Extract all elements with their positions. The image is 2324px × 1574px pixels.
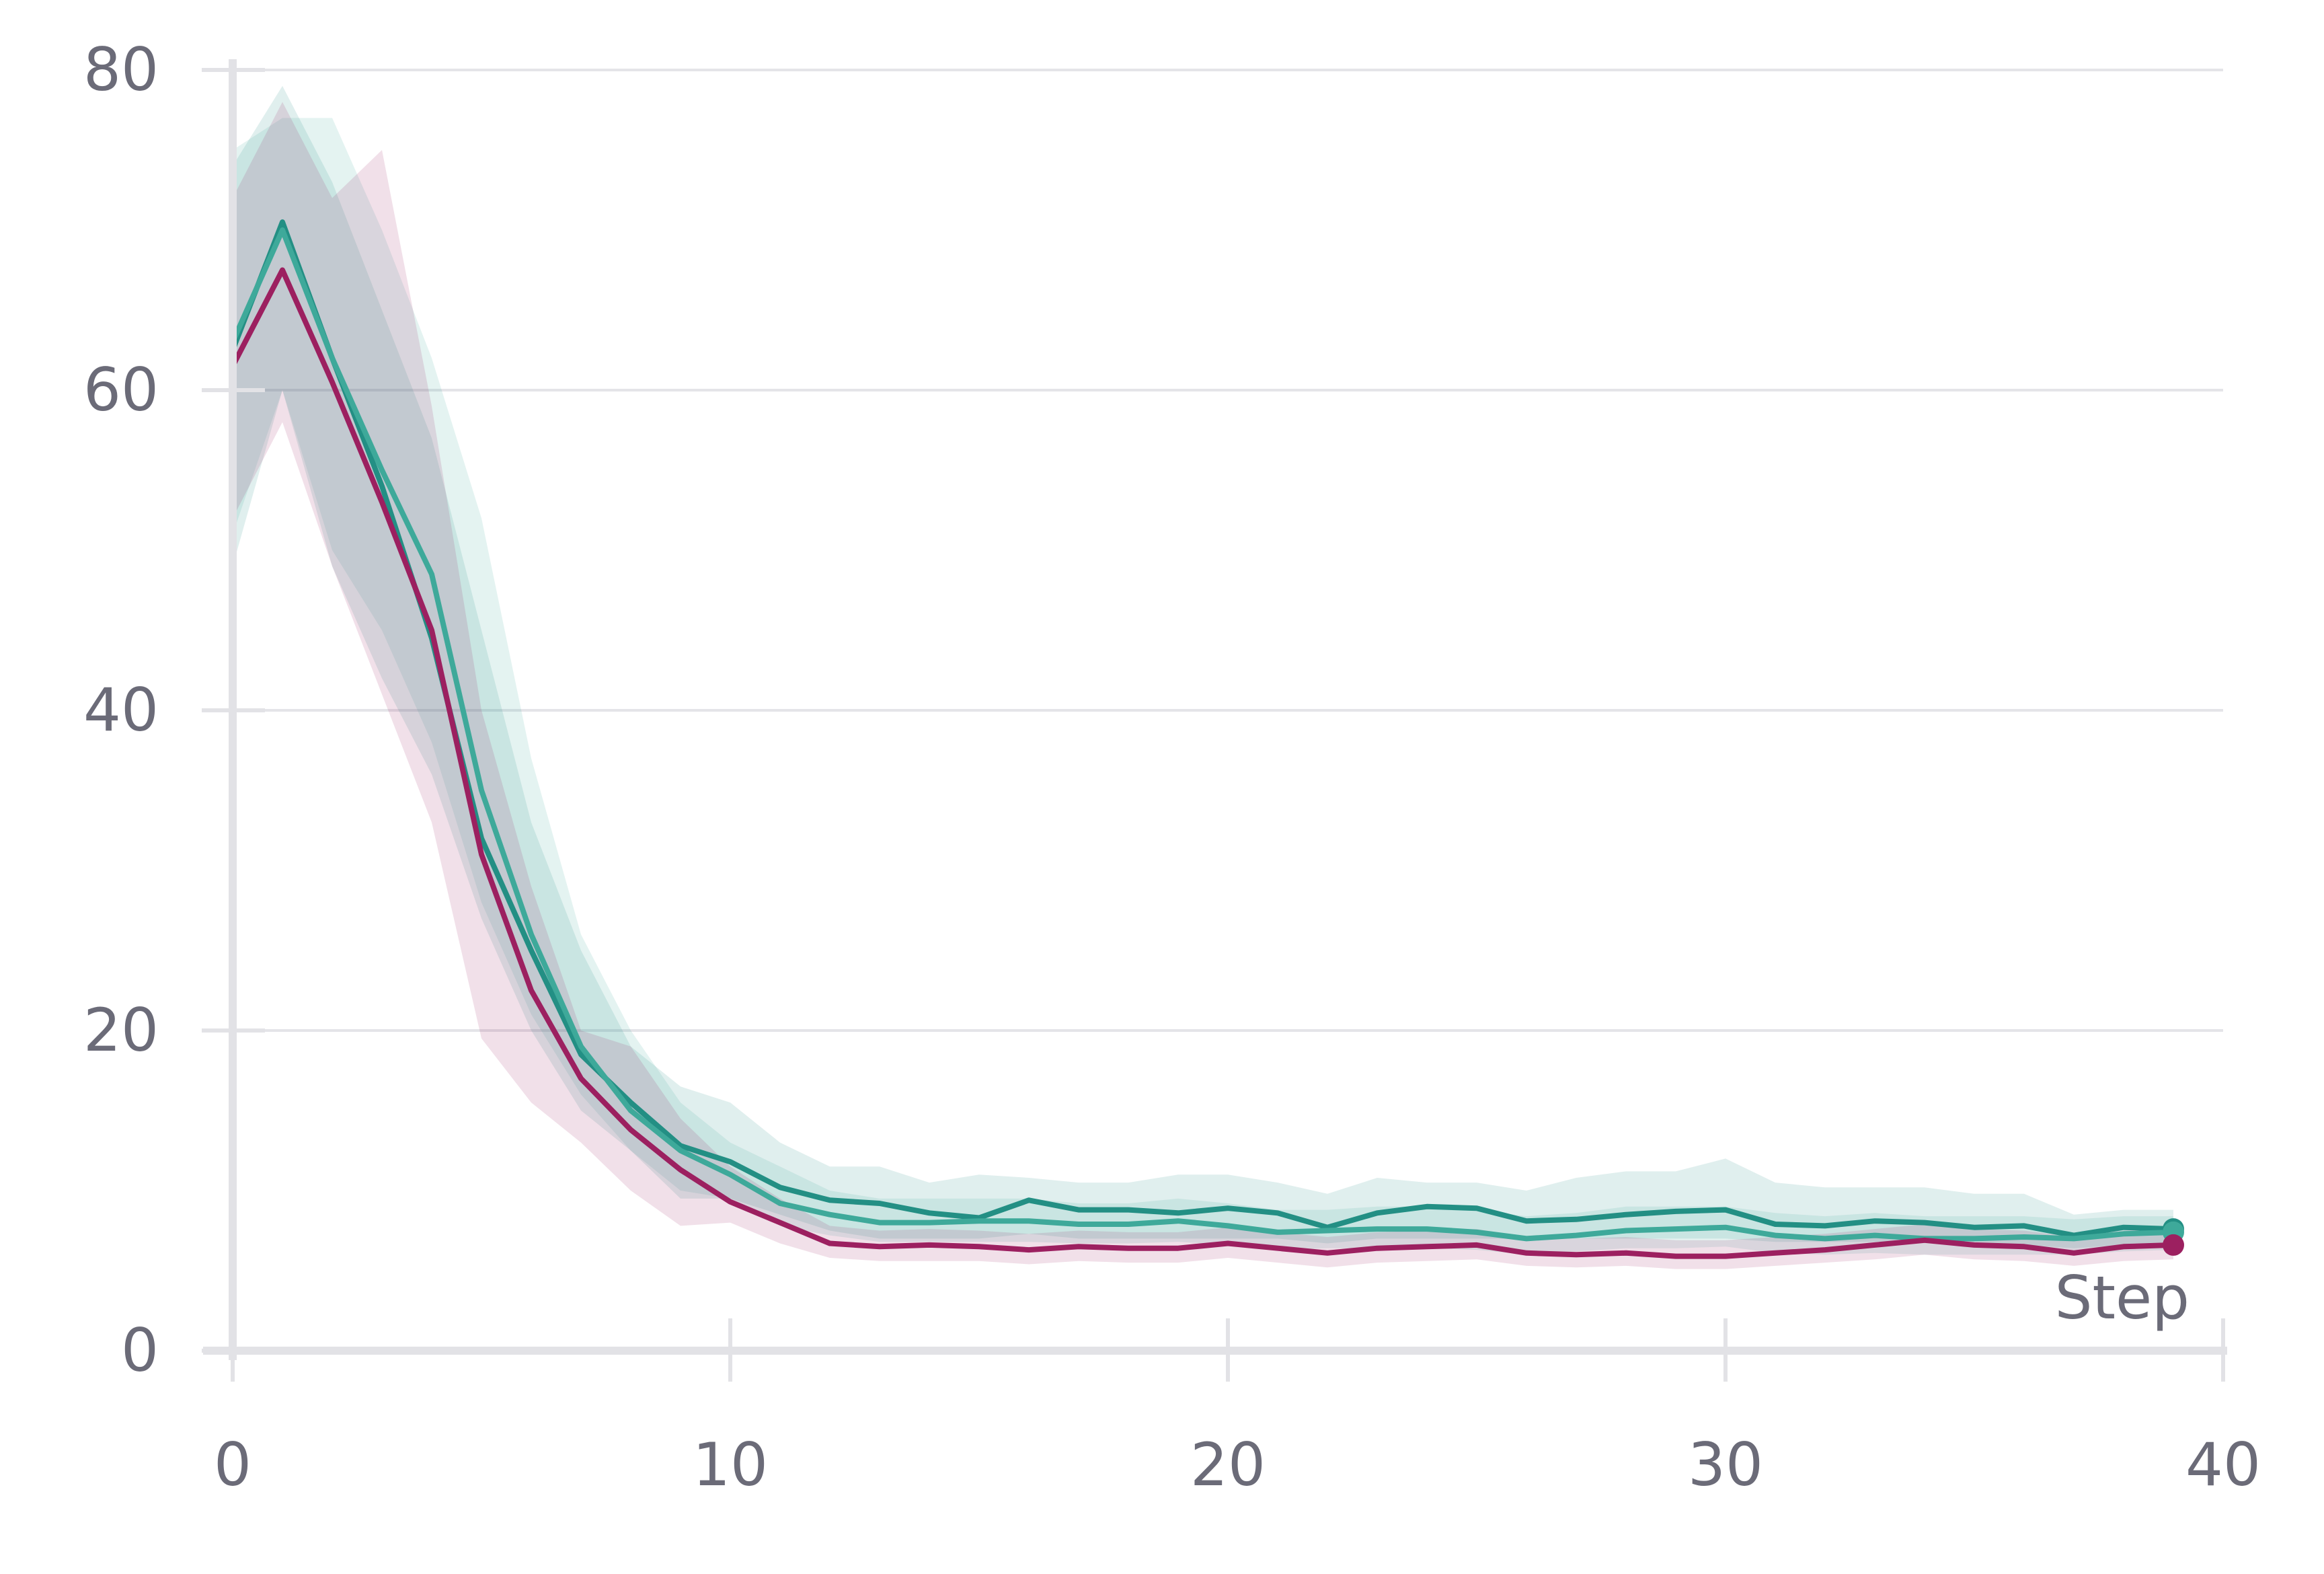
x-tick-label: 20 (1190, 1430, 1266, 1499)
x-tick-label: 40 (2185, 1430, 2261, 1499)
series-lines (230, 219, 2176, 1259)
y-tick-label: 0 (121, 1316, 159, 1385)
series-band-3 (233, 102, 2173, 1269)
series-end-markers (2163, 1218, 2184, 1256)
x-tick-label: 10 (693, 1430, 768, 1499)
series-line-1 (230, 219, 2176, 1238)
confidence-bands (233, 85, 2173, 1269)
grid-lines (233, 69, 2223, 1032)
series-line-2 (230, 227, 2176, 1242)
x-tick-label: 30 (1688, 1430, 1763, 1499)
x-tick-label: 0 (214, 1430, 251, 1499)
series-end-marker-3 (2163, 1234, 2184, 1256)
y-tick-label: 60 (83, 355, 159, 424)
axes (202, 59, 2227, 1382)
tick-labels: 0 20 40 60 80 0 10 20 30 40 (83, 35, 2261, 1499)
x-axis-title: Step (2055, 1263, 2190, 1333)
series-line-3 (230, 267, 2176, 1259)
y-tick-label: 80 (83, 35, 159, 104)
y-tick-label: 40 (83, 675, 159, 745)
y-tick-label: 20 (83, 996, 159, 1065)
